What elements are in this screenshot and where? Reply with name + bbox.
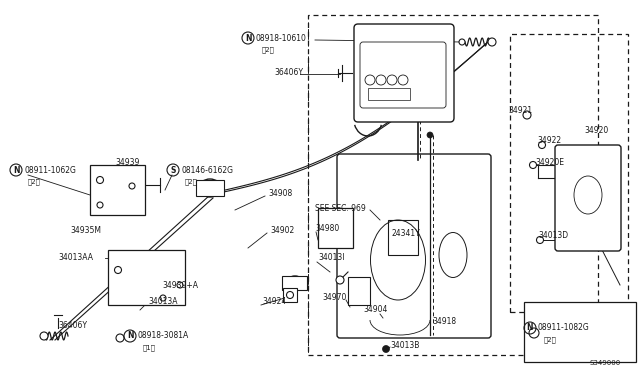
Circle shape [529,328,539,338]
Circle shape [115,266,122,273]
Bar [318,208,353,248]
Text: 34013AA: 34013AA [58,253,93,263]
Text: （2）: （2） [544,337,557,343]
Text: 08146-6162G: 08146-6162G [181,166,233,174]
Text: SEE SEC. 969: SEE SEC. 969 [315,203,365,212]
Circle shape [536,237,543,244]
Text: 34902: 34902 [270,225,294,234]
Ellipse shape [199,179,221,197]
Circle shape [287,292,294,298]
Circle shape [40,332,48,340]
Bar [308,15,598,355]
Text: 34924: 34924 [262,298,286,307]
Text: （1）: （1） [143,345,156,351]
Bar [368,88,410,100]
Text: 34013B: 34013B [390,340,419,350]
Circle shape [488,38,496,46]
Bar [282,276,307,290]
Bar [348,277,370,305]
Circle shape [336,276,344,284]
Text: 08911-1062G: 08911-1062G [24,166,76,174]
Text: 34904: 34904 [363,305,387,314]
Bar [524,302,636,362]
Circle shape [177,282,183,288]
Bar [388,220,418,255]
FancyBboxPatch shape [337,154,491,338]
Text: 34908: 34908 [268,189,292,198]
Text: S: S [170,166,176,174]
Bar [510,34,628,312]
Bar [90,165,145,215]
Bar [196,180,224,196]
Text: 24341Y: 24341Y [392,228,420,237]
FancyBboxPatch shape [354,24,454,122]
Circle shape [97,176,104,183]
Text: （2）: （2） [185,179,198,185]
Text: 34935M: 34935M [70,225,101,234]
Circle shape [538,141,545,148]
Text: 34939: 34939 [115,157,140,167]
Circle shape [129,183,135,189]
Text: 34970: 34970 [322,294,346,302]
Text: 34920E: 34920E [535,157,564,167]
Text: 36406Y: 36406Y [274,67,303,77]
Text: N: N [13,166,19,174]
Circle shape [116,334,124,342]
Text: 34013I: 34013I [318,253,344,263]
Text: 34013D: 34013D [538,231,568,240]
Text: 34921: 34921 [508,106,532,115]
Text: 08918-10610: 08918-10610 [256,33,307,42]
Text: N: N [527,324,533,333]
Circle shape [459,39,465,45]
Text: 08918-3081A: 08918-3081A [138,331,189,340]
Circle shape [160,295,166,301]
Text: 08911-1082G: 08911-1082G [538,324,589,333]
Circle shape [529,161,536,169]
Text: N: N [127,331,133,340]
Text: 34918: 34918 [432,317,456,327]
Bar [108,250,185,305]
Circle shape [97,202,103,208]
Circle shape [383,346,390,353]
FancyBboxPatch shape [555,145,621,251]
Ellipse shape [286,276,304,290]
Text: 34920: 34920 [584,125,608,135]
Circle shape [523,111,531,119]
Text: （2）: （2） [262,47,275,53]
Text: 34980: 34980 [315,224,339,232]
Text: 34922: 34922 [537,135,561,144]
Bar [283,288,297,302]
Text: 34013A: 34013A [148,298,177,307]
Circle shape [427,132,433,138]
Text: 34939+A: 34939+A [162,280,198,289]
Text: 36406Y: 36406Y [58,321,87,330]
Text: S349000: S349000 [590,360,621,366]
Text: N: N [244,33,252,42]
Text: （2）: （2） [28,179,41,185]
